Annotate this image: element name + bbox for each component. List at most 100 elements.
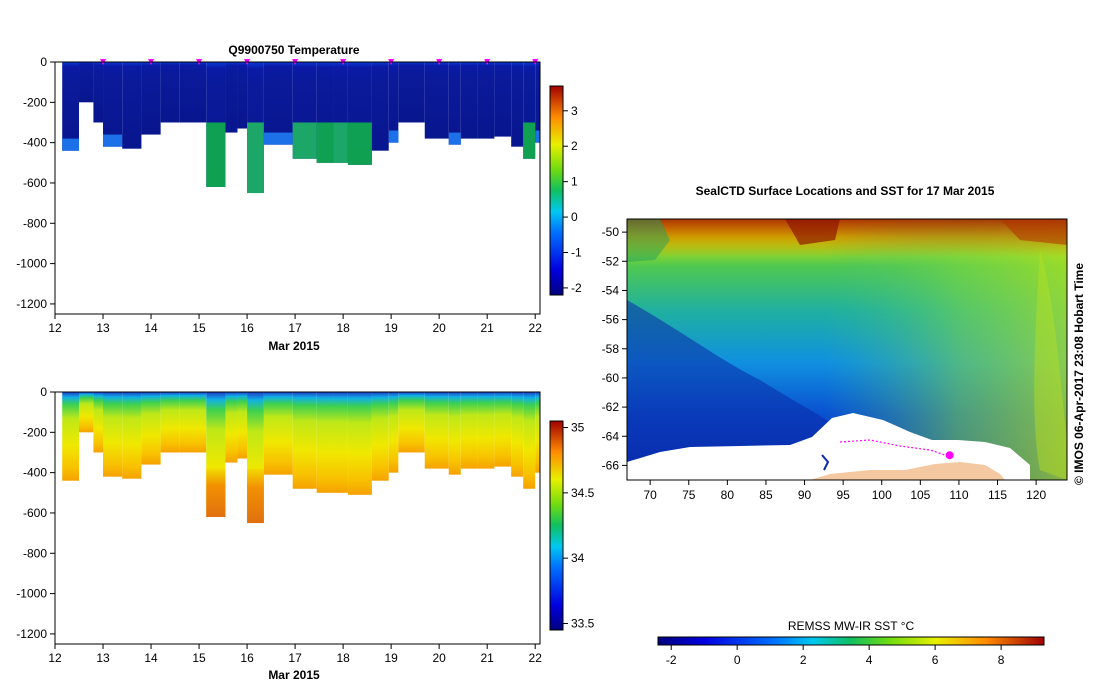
temperature-deep-layer	[103, 134, 123, 147]
ice-edge-detail	[821, 454, 830, 471]
sst-colorbar-tick-label: 6	[932, 653, 939, 667]
x-tick-label: 21	[480, 651, 494, 665]
salinity-profile-column	[179, 392, 207, 453]
salinity-profile-column	[141, 392, 161, 465]
temperature-profile-column	[237, 62, 248, 129]
sst-colorbar-ticks: -2 0 2 4 6 8	[666, 645, 1005, 667]
x-tick-label: 20	[432, 321, 446, 335]
salinity-profile-column	[263, 392, 293, 475]
salinity-plot-frame	[54, 391, 541, 645]
sst-colorbar-tick-label: 4	[866, 653, 873, 667]
lat-tick-label: -64	[602, 429, 620, 443]
y-tick-label: -1000	[16, 587, 47, 601]
temperature-deep-layer	[388, 130, 399, 143]
x-tick-label: 17	[288, 321, 302, 335]
antarctic-land	[810, 462, 1005, 480]
x-tick-label: 22	[529, 321, 543, 335]
salinity-profile-column	[448, 392, 461, 475]
salinity-deep-layer	[206, 468, 226, 517]
salinity-profile-column	[316, 392, 334, 493]
lat-tick-label: -50	[602, 225, 620, 239]
sst-colorbar-tick-label: -2	[666, 653, 677, 667]
sst-colorbar-tick-label: 8	[998, 653, 1005, 667]
lat-tick-label: -52	[602, 254, 620, 268]
salinity-profile-column	[62, 392, 80, 481]
lon-tick-label: 110	[949, 488, 968, 502]
x-tick-label: 18	[336, 321, 350, 335]
salinity-profile-column	[225, 392, 238, 463]
salinity-profile-column	[371, 392, 389, 481]
salinity-deep-layer	[247, 468, 264, 524]
y-tick-label: -800	[23, 216, 47, 230]
colorbar-tick-label: 1	[571, 175, 578, 189]
x-tick-label: 20	[432, 651, 446, 665]
lat-tick-label: -62	[602, 400, 620, 414]
salinity-profile-column	[160, 392, 180, 453]
lon-tick-label: 90	[798, 488, 812, 502]
lon-tick-label: 120	[1026, 488, 1046, 502]
salinity-profile-column	[292, 392, 317, 489]
temperature-deep-layer	[292, 122, 317, 159]
y-tick-label: -400	[23, 466, 47, 480]
temperature-x-label: Mar 2015	[268, 339, 320, 353]
salinity-profile-column	[460, 392, 478, 469]
lon-tick-label: 100	[872, 488, 892, 502]
temperature-colorbar	[549, 85, 564, 296]
temperature-deep-layer	[333, 122, 348, 163]
temperature-profile-column	[398, 62, 425, 123]
temperature-plot-frame	[54, 61, 541, 315]
lat-tick-label: -58	[602, 342, 620, 356]
sst-colorbar-label: REMSS MW-IR SST °C	[788, 619, 915, 633]
y-tick-label: -200	[23, 95, 47, 109]
lat-tick-label: -60	[602, 371, 620, 385]
y-tick-label: -600	[23, 506, 47, 520]
sst-north-warm	[627, 219, 1067, 257]
lat-tick-label: -56	[602, 313, 620, 327]
temperature-axes: 12 13 14 15 16 17 18 19 20 21 22 0 -200 -400 -600 -800 -…	[16, 55, 542, 335]
salinity-axes: 12 13 14 15 16 17 18 19 20 21 22 0 -200 -400 -600 -800 -…	[16, 385, 542, 665]
x-tick-label: 22	[529, 651, 543, 665]
temperature-deep-layer	[523, 122, 536, 159]
seal-track	[839, 439, 946, 456]
salinity-profile-column	[523, 392, 536, 489]
temperature-profile-column	[388, 62, 399, 143]
temperature-chart-title: Q9900750 Temperature	[228, 43, 360, 57]
temperature-profile-column	[103, 62, 123, 147]
temperature-profile-column	[535, 62, 540, 143]
sst-colorbar-tick-label: 0	[734, 653, 741, 667]
x-tick-label: 21	[480, 321, 494, 335]
x-tick-label: 12	[48, 321, 62, 335]
y-tick-label: 0	[40, 55, 47, 69]
seal-location-marker	[945, 451, 954, 460]
sst-map	[627, 219, 1067, 480]
colorbar-tick-label: 3	[571, 104, 578, 118]
lon-tick-label: 105	[910, 488, 930, 502]
lon-tick-label: 115	[988, 488, 1007, 502]
salinity-profile-column	[494, 392, 512, 467]
y-tick-label: -800	[23, 546, 47, 560]
map-frame	[626, 218, 1068, 481]
lat-tick-label: -54	[602, 283, 620, 297]
lon-tick-label: 75	[682, 488, 696, 502]
map-title: SealCTD Surface Locations and SST for 17…	[696, 184, 995, 198]
salinity-profile-column	[388, 392, 399, 473]
salinity-x-label: Mar 2015	[268, 668, 320, 682]
salinity-profile-column	[103, 392, 123, 477]
temperature-deep-layer	[448, 132, 461, 145]
sst-east-yellow	[1034, 250, 1067, 480]
lon-tick-label: 70	[643, 488, 657, 502]
x-tick-label: 17	[288, 651, 302, 665]
colorbar-tick-label: 34	[571, 551, 585, 565]
imos-timestamp: © IMOS 06-Apr-2017 23:08 Hobart Time	[1072, 263, 1086, 485]
y-tick-label: -1200	[16, 297, 47, 311]
sst-warm-patch-2	[1000, 219, 1067, 245]
temperature-profile-column	[179, 62, 207, 123]
x-tick-label: 15	[192, 651, 206, 665]
colorbar-tick-label: 2	[571, 139, 578, 153]
temperature-deep-layer	[263, 132, 293, 145]
y-tick-label: -1000	[16, 257, 47, 271]
y-tick-label: -200	[23, 425, 47, 439]
salinity-profile-column	[535, 392, 540, 473]
colorbar-tick-label: -2	[571, 281, 582, 295]
temperature-deep-layer	[247, 122, 264, 194]
